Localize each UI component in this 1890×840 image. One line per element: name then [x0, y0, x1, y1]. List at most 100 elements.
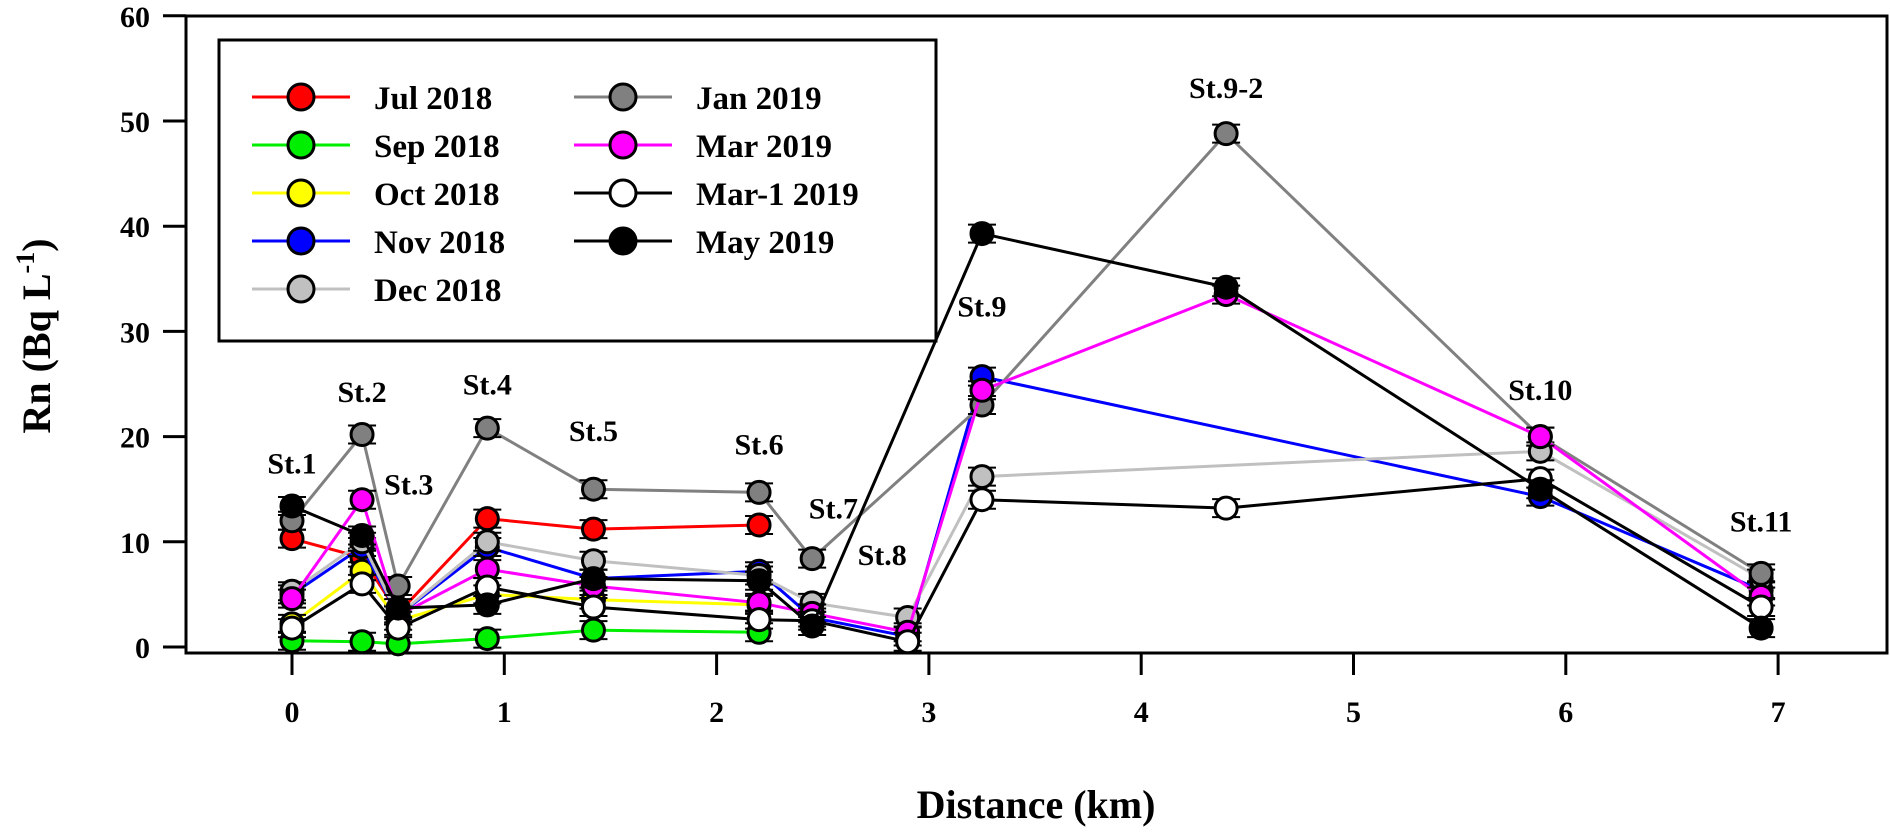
legend-marker — [608, 178, 638, 208]
station-label: St.7 — [809, 493, 858, 526]
y-tick-label: 10 — [120, 527, 150, 560]
y-tick-label: 50 — [120, 106, 150, 139]
legend-marker — [286, 178, 316, 208]
data-point — [349, 629, 375, 655]
data-point — [580, 516, 606, 542]
legend-item: Nov 2018 — [252, 225, 505, 261]
y-tick-label: 0 — [135, 632, 150, 665]
x-axis-ticks: 0 1 2 3 4 5 6 7 — [285, 653, 1786, 729]
legend-label: Nov 2018 — [374, 225, 505, 261]
legend-marker — [286, 274, 316, 304]
data-point — [746, 607, 772, 633]
legend-marker — [608, 130, 638, 160]
x-tick-label: 6 — [1558, 696, 1573, 729]
data-point — [1748, 594, 1774, 620]
legend-item: Jul 2018 — [252, 81, 492, 117]
legend-box — [217, 38, 938, 343]
legend-label: Oct 2018 — [374, 177, 500, 213]
series-may-2019 — [278, 221, 1776, 641]
data-point — [580, 476, 606, 502]
data-point — [1213, 495, 1239, 521]
x-tick-label: 4 — [1134, 696, 1149, 729]
data-point — [385, 595, 411, 621]
legend-marker — [608, 226, 638, 256]
legend-marker — [286, 226, 316, 256]
data-point — [1527, 476, 1553, 502]
data-point — [474, 529, 500, 555]
y-axis-ticks: 0 10 20 30 40 50 60 — [120, 1, 186, 665]
legend-label: Sep 2018 — [374, 129, 500, 165]
data-point — [969, 221, 995, 247]
station-labels: St.1 St.2 St.3 St.4 St.5 St.6 St.7St.8 St.9 St.9… — [267, 72, 1792, 572]
x-tick-label: 5 — [1346, 696, 1361, 729]
x-tick-label: 0 — [285, 696, 300, 729]
station-label: St.3 — [384, 468, 433, 501]
legend-label: Mar-1 2019 — [696, 177, 859, 213]
y-axis-title: Rn (Bq L-1) — [11, 238, 59, 433]
y-tick-label: 60 — [120, 1, 150, 34]
data-point — [279, 615, 305, 641]
data-point — [1748, 560, 1774, 586]
legend-label: Dec 2018 — [374, 273, 501, 309]
station-label: St.4 — [463, 369, 512, 402]
x-tick-label: 3 — [921, 696, 936, 729]
data-point — [580, 617, 606, 643]
data-point — [746, 568, 772, 594]
data-point — [474, 592, 500, 618]
y-tick-label: 30 — [120, 316, 150, 349]
data-point — [799, 546, 825, 572]
legend-marker — [286, 130, 316, 160]
station-label: St.6 — [734, 428, 783, 461]
data-point — [580, 566, 606, 592]
data-point — [969, 464, 995, 490]
data-point — [1527, 424, 1553, 450]
data-point — [746, 512, 772, 538]
data-point — [349, 522, 375, 548]
series-mar-1-2019 — [278, 466, 1776, 655]
plot-frame — [184, 14, 1889, 655]
legend-marker — [286, 82, 316, 112]
data-point — [895, 629, 921, 655]
data-point — [474, 506, 500, 532]
legend-item: Mar-1 2019 — [574, 177, 859, 213]
legend-item: May 2019 — [574, 225, 834, 261]
legend: Jul 2018 Sep 2018 Oct 2018 Nov 2018 Dec 2018… — [217, 38, 938, 343]
data-point — [474, 415, 500, 441]
station-label: St.1 — [267, 447, 316, 480]
station-label: St.10 — [1508, 374, 1572, 407]
legend-label: Jan 2019 — [696, 81, 822, 117]
data-point — [969, 377, 995, 403]
legend-item: Oct 2018 — [252, 177, 500, 213]
series-nov-2018 — [278, 364, 1776, 649]
legend-item: Dec 2018 — [252, 273, 501, 309]
station-label: St.9-2 — [1189, 72, 1263, 105]
station-label: St.8 — [858, 539, 907, 572]
data-point — [349, 487, 375, 513]
legend-item: Sep 2018 — [252, 129, 500, 165]
y-axis-title-superscript: -1 — [11, 252, 40, 274]
x-tick-label: 7 — [1771, 696, 1786, 729]
data-point — [1213, 121, 1239, 147]
data-point — [1748, 615, 1774, 641]
data-point — [349, 421, 375, 447]
y-tick-label: 20 — [120, 422, 150, 455]
data-point — [279, 586, 305, 612]
legend-label: May 2019 — [696, 225, 834, 261]
legend-marker — [608, 82, 638, 112]
series-layer — [278, 121, 1776, 657]
data-point — [474, 626, 500, 652]
x-tick-label: 2 — [709, 696, 724, 729]
series-sep-2018 — [278, 617, 774, 657]
legend-label: Mar 2019 — [696, 129, 832, 165]
station-label: St.11 — [1730, 505, 1793, 538]
data-point — [746, 479, 772, 505]
data-point — [1213, 274, 1239, 300]
data-point — [349, 571, 375, 597]
data-point — [799, 613, 825, 639]
station-label: St.2 — [337, 376, 386, 409]
legend-label: Jul 2018 — [374, 81, 492, 117]
x-tick-label: 1 — [497, 696, 512, 729]
station-label: St.9 — [957, 291, 1006, 324]
station-label: St.5 — [569, 415, 618, 448]
legend-item: Jan 2019 — [574, 81, 822, 117]
